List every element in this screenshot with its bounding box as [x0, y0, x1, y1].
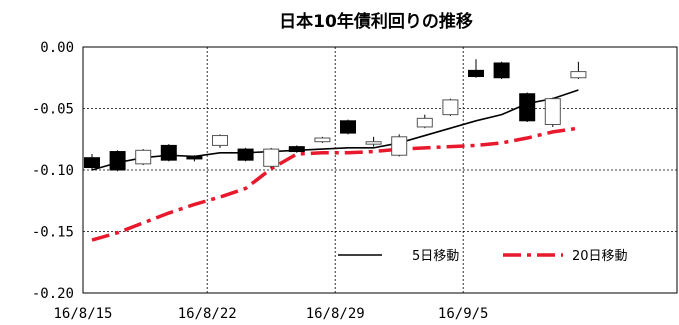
y-tick-label: 0.00 [40, 40, 74, 56]
x-tick-label: 16/8/29 [306, 306, 365, 322]
candlestick [314, 136, 331, 143]
candlestick [212, 134, 228, 148]
candlestick [109, 150, 126, 172]
candlestick [160, 144, 177, 162]
candle-body [570, 71, 587, 79]
chart-title: 日本10年債利回りの推移 [279, 11, 473, 32]
candlestick [365, 136, 382, 147]
legend-20-day-label: 20日移動 [572, 249, 628, 264]
candlestick [340, 119, 356, 135]
candle-body [519, 93, 536, 122]
candlestick [468, 59, 484, 78]
x-axis-ticks: 16/8/15 16/8/22 16/8/29 16/9/5 [53, 306, 488, 322]
candlestick [135, 149, 152, 166]
plot-frame [82, 46, 678, 294]
candle-body [160, 144, 177, 161]
candle-body [263, 148, 280, 167]
candle-body [212, 135, 228, 146]
x-tick-label: 16/9/5 [438, 306, 489, 322]
candle-body [391, 136, 408, 156]
candle-body [365, 141, 382, 145]
candle-body [186, 155, 203, 160]
x-tick-label: 16/8/22 [178, 306, 237, 322]
candlestick [186, 155, 203, 162]
candlestick [544, 97, 561, 127]
candlestick [263, 147, 280, 168]
y-tick-label: -0.10 [32, 163, 74, 179]
y-tick-label: -0.15 [32, 225, 74, 241]
x-tick-label: 16/8/15 [53, 306, 112, 322]
series-20-day-ma [91, 126, 579, 242]
candle-body [314, 137, 331, 143]
candlesticks [84, 59, 587, 172]
candlestick [519, 92, 536, 123]
candle-body [468, 69, 484, 78]
candle-body [109, 151, 126, 171]
candle-body [288, 146, 305, 153]
candlestick [493, 61, 510, 79]
candle-body [84, 157, 100, 169]
grid-layer [83, 47, 677, 293]
candlestick [288, 145, 305, 153]
candle-body [237, 148, 254, 161]
ma20-line [91, 126, 579, 242]
candlestick [570, 61, 587, 79]
candlestick [84, 154, 100, 170]
candlestick [391, 134, 408, 157]
candlestick [442, 98, 459, 116]
candle-body [340, 120, 356, 134]
candlestick [237, 147, 254, 162]
y-axis-ticks: 0.00 -0.05 -0.10 -0.15 -0.20 [32, 40, 74, 302]
candle-body [135, 149, 152, 165]
candlestick [416, 114, 433, 129]
candle-body [544, 98, 561, 125]
candle-body [493, 62, 510, 79]
candle-body [416, 117, 433, 128]
legend-5-day-label: 5日移動 [412, 249, 459, 264]
legend: 5日移動 20日移動 [338, 249, 628, 264]
candle-body [442, 99, 459, 116]
y-tick-label: -0.20 [32, 286, 74, 302]
y-tick-label: -0.05 [32, 102, 74, 118]
